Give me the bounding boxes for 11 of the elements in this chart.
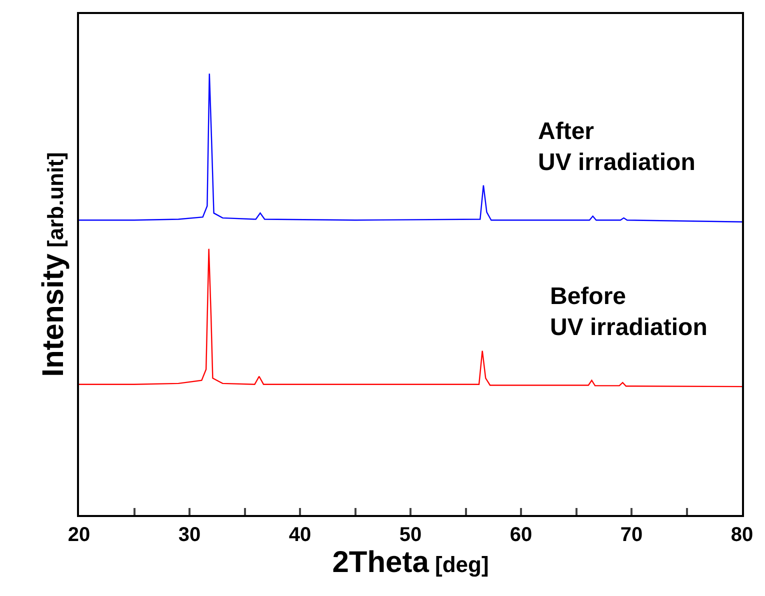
x-tick-label: 40 — [288, 524, 312, 546]
x-tick-label: 50 — [399, 524, 422, 546]
x-tick-label: 70 — [620, 524, 643, 546]
y-axis-title: Intensity [arb.unit] — [37, 152, 70, 377]
x-tick-label: 30 — [178, 524, 201, 546]
x-axis-title: 2Theta [deg] — [332, 546, 489, 579]
series-label: After UV irradiation — [538, 118, 696, 176]
series-label: Before UV irradiation — [550, 283, 708, 342]
x-tick-label: 60 — [510, 524, 532, 546]
x-tick-label: 80 — [730, 524, 754, 546]
x-tick-label: 20 — [68, 524, 90, 546]
